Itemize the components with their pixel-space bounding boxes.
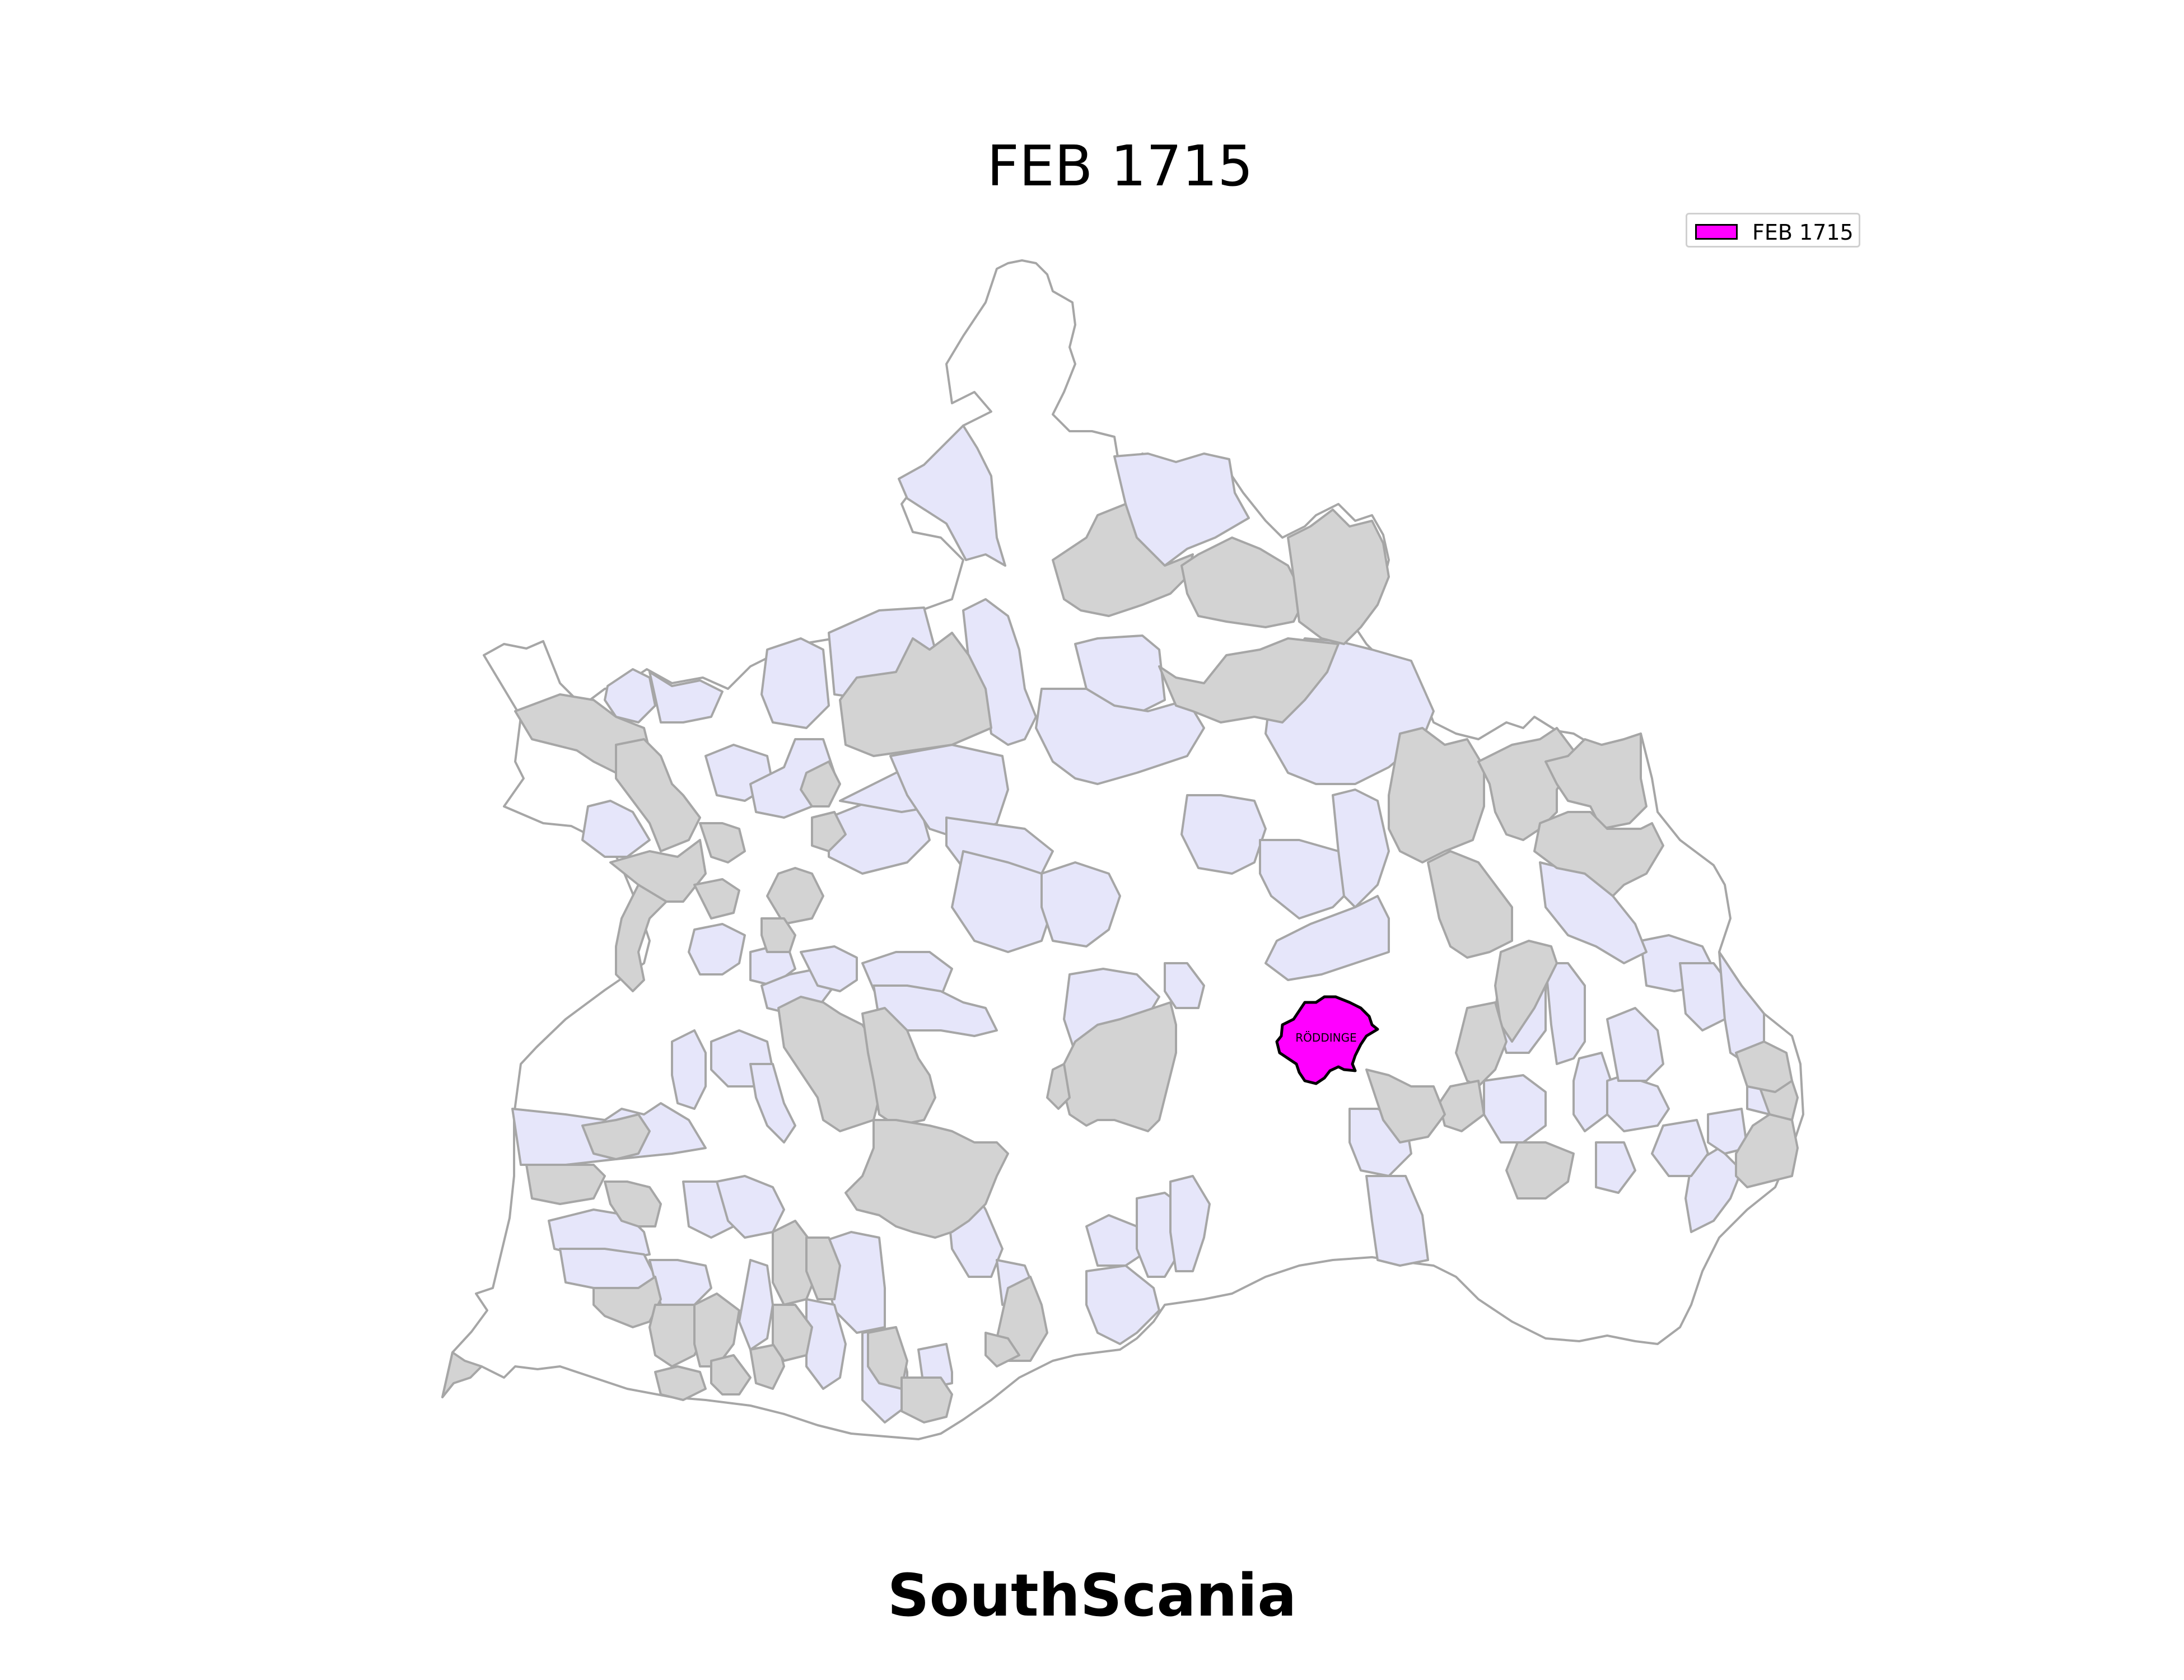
- parish-group-grey: [441, 503, 1799, 1424]
- region-caption: SouthScania: [887, 1561, 1297, 1630]
- map-legend: FEB 1715: [1686, 213, 1860, 248]
- map-title: FEB 1715: [987, 133, 1253, 199]
- legend-swatch: [1695, 224, 1738, 240]
- highlighted-parish-label: RÖDDINGE: [1295, 1031, 1356, 1044]
- highlighted-parish-roddinge: [1275, 995, 1379, 1085]
- parish-group-lavender: [511, 424, 1793, 1424]
- region-outline: [441, 259, 1804, 1440]
- legend-label: FEB 1715: [1752, 220, 1854, 245]
